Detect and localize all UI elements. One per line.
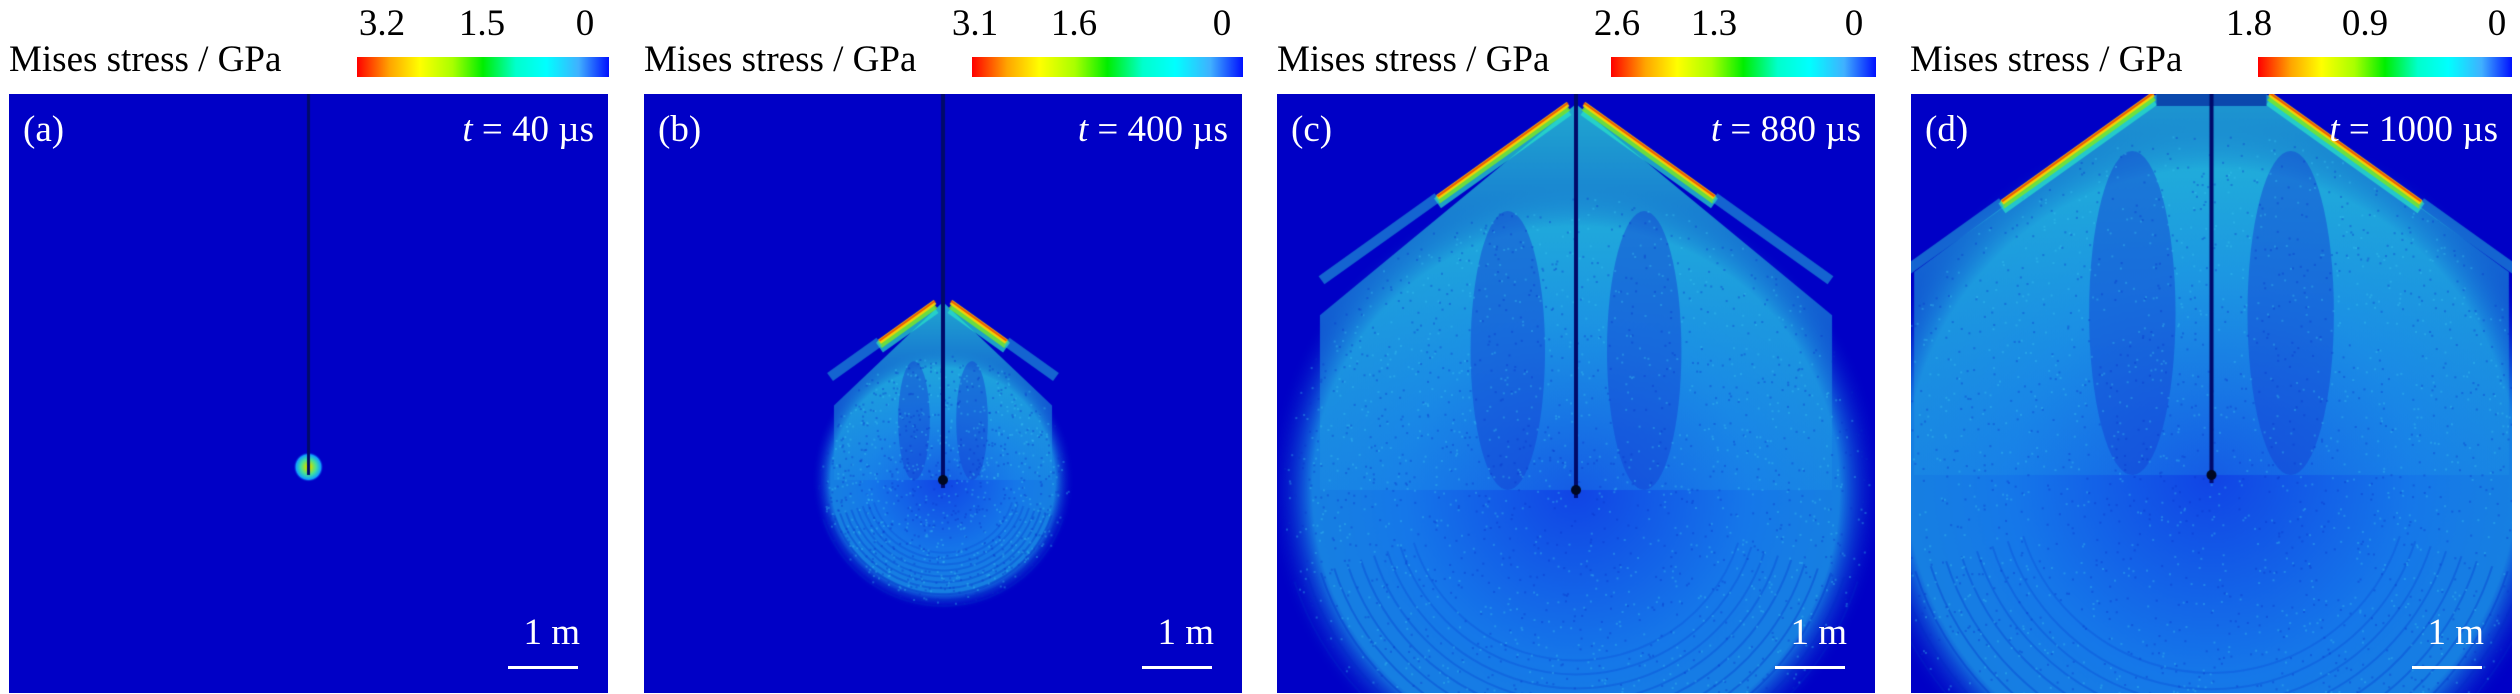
scale-bar-label: 1 m xyxy=(2427,612,2484,653)
time-label: t = 400 µs xyxy=(1078,110,1228,150)
subfigure-b: Mises stress / GPa 3.1 1.6 0 (b) t = 400… xyxy=(644,0,1284,694)
colorbar-tick-min: 0 xyxy=(575,3,595,44)
time-value: = 1000 µs xyxy=(2339,109,2498,150)
colorbar-tick-mid: 1.6 xyxy=(1050,3,1098,44)
scale-bar-label: 1 m xyxy=(1157,612,1214,653)
time-value: = 40 µs xyxy=(472,109,594,150)
stress-field-image xyxy=(1911,94,2512,693)
time-label: t = 1000 µs xyxy=(2329,110,2498,150)
time-variable: t xyxy=(462,109,473,150)
colorbar-tick-max: 3.1 xyxy=(951,3,999,44)
colorbar-tick-max: 2.6 xyxy=(1593,3,1641,44)
colorbar-tick-min: 0 xyxy=(2487,3,2507,44)
colorbar-title: Mises stress / GPa xyxy=(1277,39,1550,80)
stress-field-panel: (a) t = 40 µs 1 m xyxy=(9,94,608,693)
scale-bar-label: 1 m xyxy=(523,612,580,653)
colorbar-tick-min: 0 xyxy=(1844,3,1864,44)
time-variable: t xyxy=(1710,109,1722,150)
panel-label: (c) xyxy=(1291,109,1333,150)
colorbar-tick-mid: 0.9 xyxy=(2341,3,2389,44)
colorbar xyxy=(2258,57,2512,77)
panel-label: (b) xyxy=(658,109,702,150)
colorbar-title: Mises stress / GPa xyxy=(9,39,282,80)
time-variable: t xyxy=(1077,109,1089,150)
subfigure-d: Mises stress / GPa 1.8 0.9 0 (d) t = 100… xyxy=(1910,0,2520,694)
scale-bar-label: 1 m xyxy=(1790,612,1847,653)
colorbar-tick-max: 1.8 xyxy=(2225,3,2273,44)
time-variable: t xyxy=(2329,109,2340,150)
time-value: = 880 µs xyxy=(1721,109,1861,150)
scale-bar xyxy=(1142,666,1212,669)
stress-field-panel: (c) t = 880 µs 1 m xyxy=(1277,94,1875,693)
time-value: = 400 µs xyxy=(1088,109,1228,150)
colorbar-tick-mid: 1.3 xyxy=(1690,3,1738,44)
panel-label: (d) xyxy=(1925,109,1969,150)
colorbar-title: Mises stress / GPa xyxy=(1910,39,2183,80)
colorbar xyxy=(1611,57,1876,77)
stress-field-panel: (d) t = 1000 µs 1 m xyxy=(1911,94,2512,693)
stress-field-image xyxy=(1277,94,1875,693)
stress-field-image xyxy=(644,94,1242,693)
colorbar-tick-mid: 1.5 xyxy=(458,3,506,44)
colorbar-title: Mises stress / GPa xyxy=(644,39,917,80)
colorbar-tick-max: 3.2 xyxy=(358,3,406,44)
subfigure-a: Mises stress / GPa 3.2 1.5 0 (a) t = 40 … xyxy=(9,0,649,694)
scale-bar xyxy=(2412,666,2482,669)
stress-field-image xyxy=(9,94,608,693)
stress-field-panel: (b) t = 400 µs 1 m xyxy=(644,94,1242,693)
subfigure-c: Mises stress / GPa 2.6 1.3 0 (c) t = 880… xyxy=(1277,0,1917,694)
scale-bar xyxy=(508,666,578,669)
panel-label: (a) xyxy=(23,109,65,150)
colorbar-tick-min: 0 xyxy=(1212,3,1232,44)
scale-bar xyxy=(1775,666,1845,669)
colorbar xyxy=(972,57,1243,77)
time-label: t = 40 µs xyxy=(462,110,594,150)
time-label: t = 880 µs xyxy=(1711,110,1861,150)
colorbar xyxy=(357,57,609,77)
